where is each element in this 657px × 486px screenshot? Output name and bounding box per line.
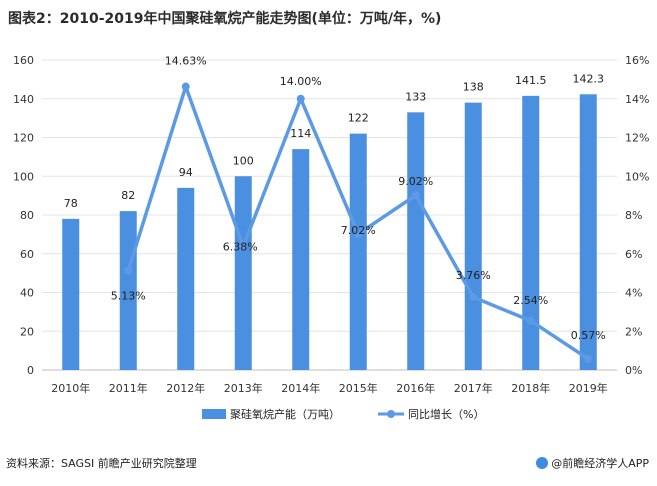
left-axis-tick: 20 (20, 325, 34, 338)
x-axis-tick: 2015年 (339, 381, 378, 395)
line-point (469, 293, 478, 302)
left-axis-tick: 140 (13, 93, 34, 106)
line-point (181, 82, 190, 91)
bar (407, 112, 425, 370)
x-axis-tick: 2011年 (109, 381, 148, 395)
left-axis-tick: 100 (13, 170, 34, 183)
left-axis-tick: 120 (13, 132, 34, 145)
line-data-label: 7.02% (341, 224, 376, 237)
chart-title: 图表2：2010-2019年中国聚硅氧烷产能走势图(单位：万吨/年，%) (8, 11, 442, 27)
source-note: 资料来源：SAGSI 前瞻产业研究院整理 (6, 457, 197, 470)
legend-line-marker (387, 410, 395, 418)
line-data-label: 0.57% (571, 329, 606, 342)
line-data-labels: 5.13% 14.63% 6.38% 14.00% 7.02% 9.02% 3.76% 2.5… (111, 55, 606, 342)
right-y-axis: 0% 2% 4% 6% 8% 10% 12% 14% 16% (625, 54, 649, 377)
left-axis-tick: 160 (13, 54, 34, 67)
legend-bar-swatch (202, 409, 226, 419)
bar (579, 94, 597, 370)
right-axis-tick: 12% (625, 132, 649, 145)
right-axis-tick: 6% (625, 248, 642, 261)
x-axis-tick: 2016年 (396, 381, 435, 395)
line-series (124, 82, 593, 363)
bar (119, 211, 137, 370)
line-point (411, 191, 420, 200)
x-axis-tick: 2012年 (166, 381, 205, 395)
bar-data-label: 82 (121, 189, 135, 202)
left-axis-tick: 60 (20, 248, 34, 261)
left-axis-tick: 0 (27, 364, 34, 377)
line-data-label: 2.54% (513, 294, 548, 307)
bar (62, 218, 80, 370)
right-axis-tick: 10% (625, 170, 649, 183)
brand-credit: @前瞻经济学人APP (536, 455, 649, 471)
x-axis: 2010年 2011年 2012年 2013年 2014年 2015年 2016年 2017年… (51, 381, 608, 395)
bar (464, 102, 482, 370)
line-point (354, 229, 363, 238)
left-axis-tick: 40 (20, 287, 34, 300)
line-data-label: 14.00% (280, 75, 322, 88)
brand-text: @前瞻经济学人APP (551, 457, 649, 470)
line-point (124, 266, 133, 275)
bar (234, 176, 252, 370)
right-axis-tick: 8% (625, 209, 642, 222)
bar-data-label: 94 (179, 166, 193, 179)
line-data-label: 3.76% (456, 269, 491, 282)
x-axis-tick: 2014年 (281, 381, 320, 395)
right-axis-tick: 14% (625, 93, 649, 106)
bar (522, 95, 540, 370)
right-axis-tick: 0% (625, 364, 642, 377)
left-axis-tick: 80 (20, 209, 34, 222)
bar-data-label: 122 (348, 112, 369, 125)
bar-data-labels: 78 82 94 100 114 122 133 138 141.5 142.3 (64, 72, 604, 210)
x-axis-tick: 2019年 (569, 381, 608, 395)
bar-data-label: 142.3 (573, 72, 605, 85)
legend: 聚硅氧烷产能（万吨） 同比增长（%） (202, 407, 484, 421)
legend-line-label: 同比增长（%） (408, 407, 484, 421)
line-data-label: 9.02% (398, 175, 433, 188)
line-data-label: 5.13% (111, 290, 146, 303)
line-point (239, 242, 248, 251)
bar-series (62, 94, 597, 370)
bar-data-label: 78 (64, 197, 78, 210)
x-axis-tick: 2018年 (511, 381, 550, 395)
x-axis-tick: 2010年 (51, 381, 90, 395)
line-point (526, 316, 535, 325)
bar-data-label: 138 (463, 81, 484, 94)
x-axis-tick: 2017年 (454, 381, 493, 395)
bar (292, 149, 310, 370)
line-data-label: 14.63% (165, 55, 207, 68)
brand-logo-icon (536, 457, 549, 469)
bar-data-label: 100 (233, 154, 254, 167)
right-axis-tick: 4% (625, 287, 642, 300)
line-point (584, 354, 593, 363)
bar-data-label: 133 (405, 90, 426, 103)
line-data-label: 6.38% (223, 240, 258, 253)
line-point (296, 94, 305, 103)
x-axis-tick: 2013年 (224, 381, 263, 395)
right-axis-tick: 2% (625, 325, 642, 338)
right-axis-tick: 16% (625, 54, 649, 67)
bar-data-label: 114 (290, 127, 311, 140)
bar (177, 187, 195, 370)
left-y-axis: 0 20 40 60 80 100 120 140 160 (13, 54, 34, 377)
gridlines (42, 59, 617, 371)
legend-bar-label: 聚硅氧烷产能（万吨） (230, 407, 340, 421)
bar (349, 133, 367, 370)
bar-data-label: 141.5 (515, 74, 547, 87)
chart-canvas: 0 20 40 60 80 100 120 140 160 0% 2% 4% 6% 8% 10% 12% 14… (13, 54, 649, 421)
